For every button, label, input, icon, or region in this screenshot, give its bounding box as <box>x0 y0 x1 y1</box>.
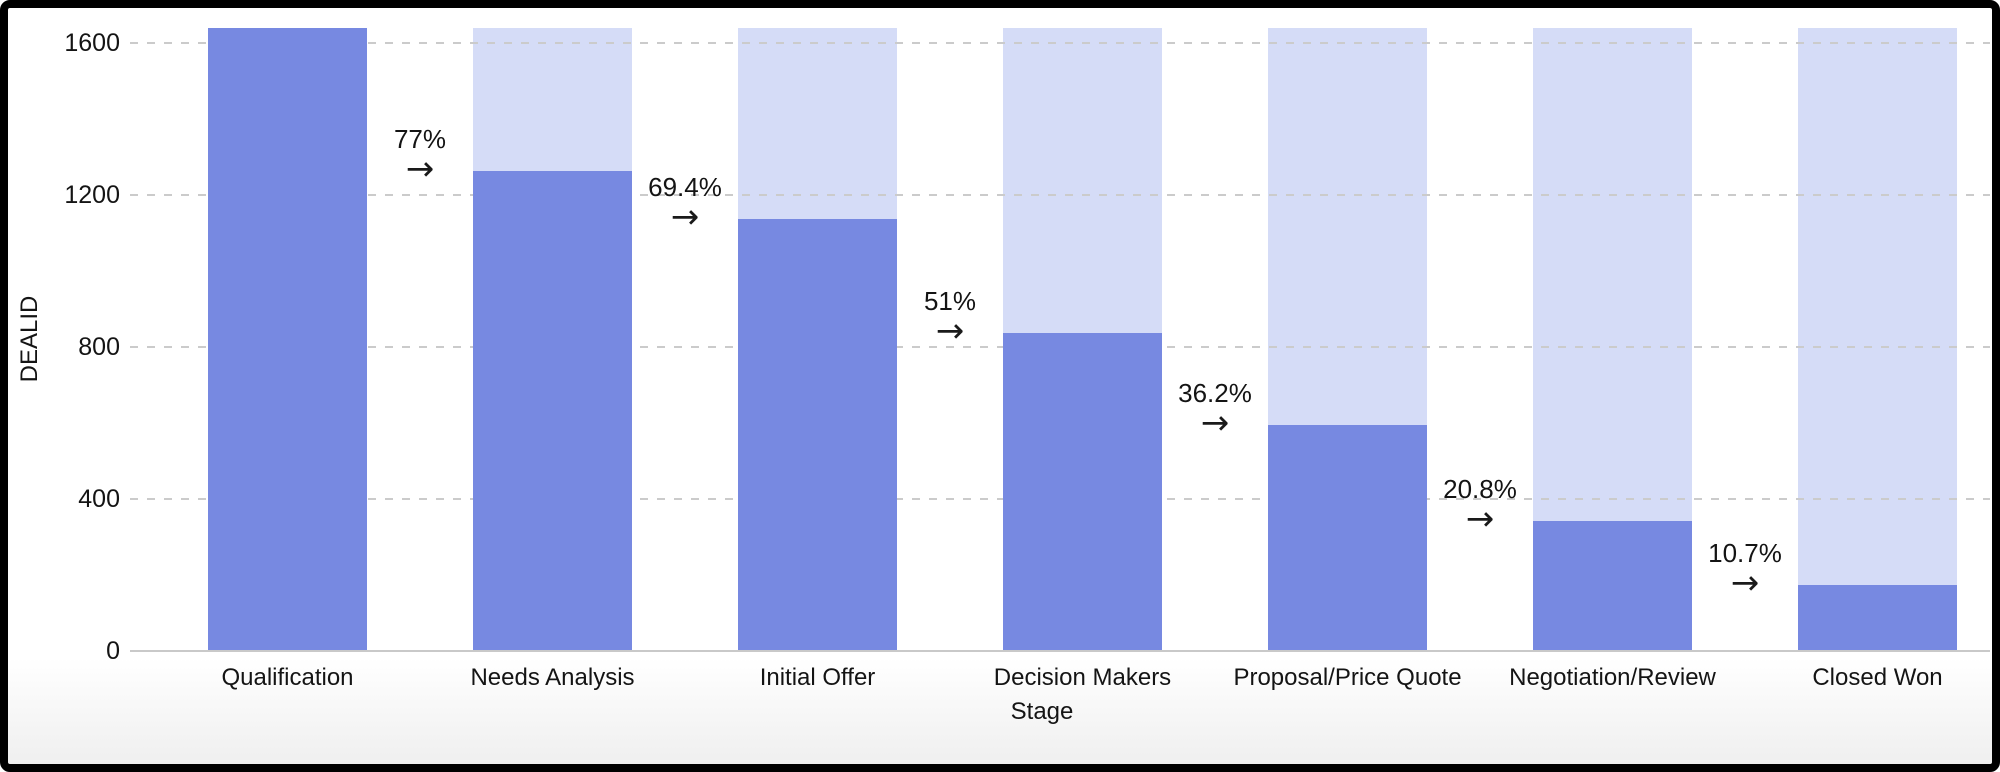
conversion-label: 36.2% <box>1178 378 1252 409</box>
y-tick-label: 0 <box>106 637 120 665</box>
funnel-bar-3[interactable] <box>1003 333 1162 651</box>
conversion-label: 20.8% <box>1443 474 1517 505</box>
conversion-label: 77% <box>393 124 447 155</box>
conversion-label: 10.7% <box>1708 537 1782 568</box>
x-axis-line <box>130 650 1990 652</box>
conversion-arrow-icon: → <box>1730 562 1760 603</box>
funnel-bar-2[interactable] <box>738 218 897 651</box>
bar-background-6 <box>1798 27 1957 651</box>
x-tick-label: Negotiation/Review <box>1509 664 1716 691</box>
x-tick-label: Initial Offer <box>759 664 876 691</box>
x-tick-label: Needs Analysis <box>470 664 635 691</box>
x-tick-label: Closed Won <box>1812 664 1943 691</box>
funnel-bar-4[interactable] <box>1268 425 1427 651</box>
conversion-arrow-icon: → <box>1200 403 1230 444</box>
x-tick-label: Decision Makers <box>993 664 1172 691</box>
y-tick-label: 800 <box>78 333 120 361</box>
conversion-arrow-icon: → <box>935 311 965 352</box>
x-tick-label: Proposal/Price Quote <box>1233 664 1462 691</box>
y-tick-label: 1600 <box>64 29 120 57</box>
funnel-bar-1[interactable] <box>473 171 632 651</box>
conversion-label: 51% <box>923 286 977 317</box>
conversion-arrow-icon: → <box>405 149 435 190</box>
conversion-arrow-icon: → <box>670 196 700 237</box>
conversion-arrow-icon: → <box>1465 499 1495 540</box>
y-tick-label: 400 <box>78 485 120 513</box>
funnel-bar-0[interactable] <box>208 27 367 651</box>
x-axis-title: Stage <box>1010 698 1074 725</box>
funnel-bar-5[interactable] <box>1533 521 1692 651</box>
x-tick-label: Qualification <box>221 664 354 691</box>
gridline-1200 <box>130 194 1990 196</box>
gridline-1600 <box>130 42 1990 44</box>
conversion-label: 69.4% <box>648 171 722 202</box>
funnel-bar-6[interactable] <box>1798 584 1957 651</box>
y-tick-label: 1200 <box>64 181 120 209</box>
